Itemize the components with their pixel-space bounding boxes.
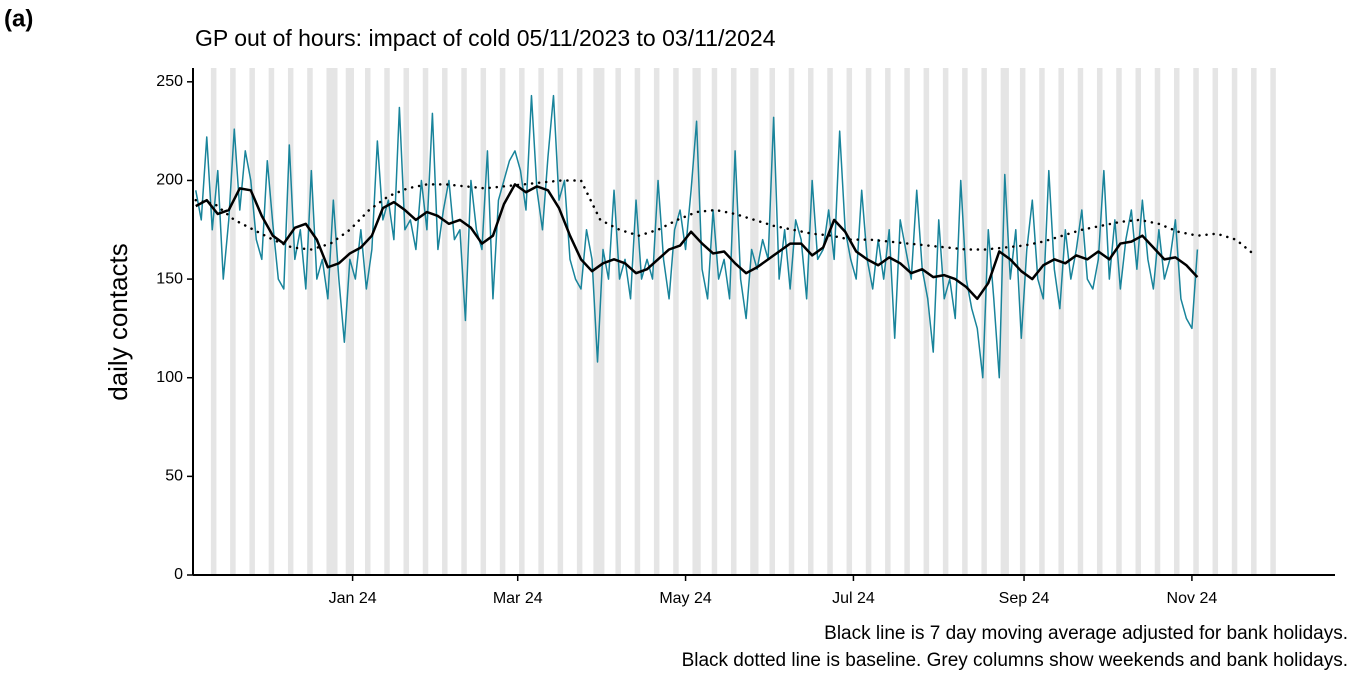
weekend-column: [1154, 68, 1161, 575]
chart-title: GP out of hours: impact of cold 05/11/20…: [195, 25, 776, 51]
series-line: [194, 179, 1257, 257]
x-tick-label: May 24: [659, 590, 712, 607]
y-tick-label: 250: [156, 73, 183, 90]
weekend-column: [1193, 68, 1199, 575]
weekend-column: [1135, 68, 1141, 575]
weekend-column: [1000, 68, 1009, 575]
weekend-column: [345, 68, 354, 575]
y-tick-label: 150: [156, 270, 183, 287]
y-tick-label: 100: [156, 369, 183, 386]
x-tick-label: Jan 24: [329, 590, 377, 607]
weekend-column: [615, 68, 621, 575]
weekend-column: [1270, 68, 1276, 575]
weekend-column: [692, 68, 701, 575]
weekend-column: [827, 68, 833, 575]
weekend-column: [480, 68, 487, 575]
weekend-column: [499, 68, 506, 575]
weekend-column: [210, 68, 217, 575]
weekend-column: [287, 68, 294, 575]
weekend-column: [364, 68, 371, 575]
weekend-column: [384, 68, 390, 575]
weekend-column: [711, 68, 718, 575]
series-line: [195, 183, 1199, 301]
weekend-column: [519, 68, 525, 575]
weekend-column: [307, 68, 313, 575]
y-tick-label: 0: [174, 566, 183, 583]
weekend-column: [923, 68, 930, 575]
weekend-column: [673, 68, 679, 575]
weekend-column: [1116, 68, 1122, 575]
weekend-column: [422, 68, 429, 575]
weekend-column: [1096, 68, 1103, 575]
x-tick-label: Jul 24: [832, 590, 875, 607]
weekend-column: [1039, 68, 1045, 575]
weekend-column: [634, 68, 641, 575]
weekend-column: [1212, 68, 1219, 575]
weekend-column: [1058, 68, 1064, 575]
caption: Black line is 7 day moving average adjus…: [824, 623, 1348, 644]
weekend-column: [403, 68, 410, 575]
weekend-column: [942, 68, 949, 575]
weekend-column: [576, 68, 583, 575]
weekend-column: [1251, 68, 1257, 575]
x-tick-label: Sep 24: [999, 590, 1050, 607]
weekend-column: [653, 68, 660, 575]
weekend-column: [865, 68, 872, 575]
weekend-column: [557, 68, 564, 575]
weekend-column: [846, 68, 853, 575]
weekend-column: [1231, 68, 1238, 575]
series-line: [195, 94, 1199, 379]
weekend-column: [962, 68, 968, 575]
weekend-column: [230, 68, 236, 575]
weekend-column: [808, 68, 814, 575]
panel-label: (a): [4, 5, 33, 32]
weekend-column: [1174, 68, 1180, 575]
weekend-column: [442, 68, 448, 575]
weekend-column: [461, 68, 467, 575]
weekend-column: [885, 68, 891, 575]
weekend-column: [904, 68, 910, 575]
weekend-column: [769, 68, 776, 575]
x-tick-label: Mar 24: [493, 590, 543, 607]
y-tick-label: 50: [165, 468, 183, 485]
weekend-column: [788, 68, 795, 575]
weekend-column: [538, 68, 544, 575]
weekend-column: [730, 68, 737, 575]
y-tick-label: 200: [156, 172, 183, 189]
weekend-column: [268, 68, 275, 575]
weekend-column: [326, 68, 338, 575]
caption: Black dotted line is baseline. Grey colu…: [682, 650, 1348, 671]
weekend-column: [249, 68, 255, 575]
weekend-column: [750, 68, 759, 575]
weekend-column: [1077, 68, 1084, 575]
x-tick-label: Nov 24: [1167, 590, 1218, 607]
y-axis-label: daily contacts: [103, 243, 133, 401]
